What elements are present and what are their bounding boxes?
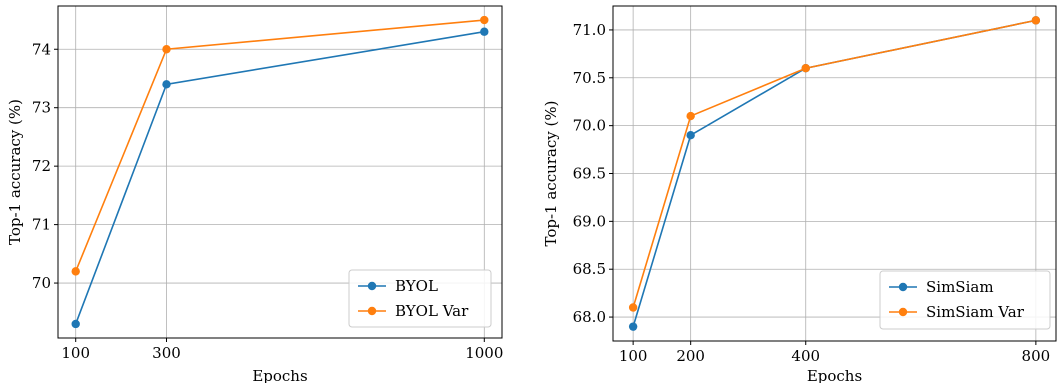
legend-box	[348, 269, 492, 328]
y-tick-label: 72	[32, 157, 51, 175]
legend-marker	[367, 306, 377, 316]
legend: SimSiam SimSiam Var	[879, 270, 1051, 330]
y-axis-label: Top-1 accuracy (%)	[6, 99, 24, 245]
x-tick-label: 100	[61, 344, 90, 362]
data-point	[480, 15, 489, 25]
chart-1: 100 300 1000 70 71 72 73 74 Epochs Top-1 accuracy…	[6, 5, 503, 383]
data-point	[686, 111, 695, 121]
legend-marker	[898, 282, 908, 292]
x-axis-label: Epochs	[252, 367, 307, 383]
x-tick-label: 400	[791, 347, 820, 365]
y-tick-label: 69.0	[573, 212, 606, 230]
y-tick-label: 73	[32, 99, 51, 117]
legend-marker	[367, 281, 377, 291]
x-tick-label: 100	[619, 347, 648, 365]
legend-box	[879, 270, 1051, 330]
series-line-2	[74, 19, 485, 272]
legend-marker	[898, 307, 908, 317]
x-axis-label: Epochs	[807, 367, 862, 383]
data-point	[628, 322, 638, 331]
data-point	[801, 64, 810, 73]
y-tick-label: 71.0	[573, 21, 606, 39]
data-point	[162, 45, 171, 54]
y-axis-label: Top-1 accuracy (%)	[542, 101, 560, 247]
y-tick-label: 68.0	[573, 308, 606, 326]
y-tick-label: 68.5	[573, 260, 606, 278]
y-tick-label: 70	[32, 274, 51, 292]
y-tick-label: 69.5	[573, 165, 606, 183]
data-point	[162, 80, 171, 89]
legend-label: BYOL Var	[395, 302, 469, 320]
legend: BYOL BYOL Var	[348, 269, 492, 328]
x-tick-label: 1000	[465, 344, 503, 362]
legend-label: SimSiam Var	[926, 303, 1025, 321]
legend-label: SimSiam	[926, 278, 994, 296]
data-point	[628, 303, 638, 312]
x-tick-label: 300	[152, 344, 181, 362]
data-point	[686, 131, 695, 140]
plot-frame	[57, 5, 503, 339]
y-tick-label: 70.5	[573, 69, 606, 87]
series-line-2	[632, 19, 1037, 308]
legend-label: BYOL	[395, 277, 438, 295]
y-tick-label: 71	[32, 216, 51, 234]
y-tick-label: 70.0	[573, 117, 606, 135]
data-point	[71, 267, 80, 276]
data-point	[71, 319, 80, 329]
data-point	[1031, 16, 1041, 25]
x-tick-label: 200	[676, 347, 705, 365]
y-tick-label: 74	[32, 40, 51, 58]
data-point	[480, 27, 489, 36]
chart-2: 100 200 400 800 68.0 68.5 69.0 69.5 70.0 70.5 71.0…	[542, 5, 1057, 383]
x-tick-label: 800	[1022, 347, 1051, 365]
